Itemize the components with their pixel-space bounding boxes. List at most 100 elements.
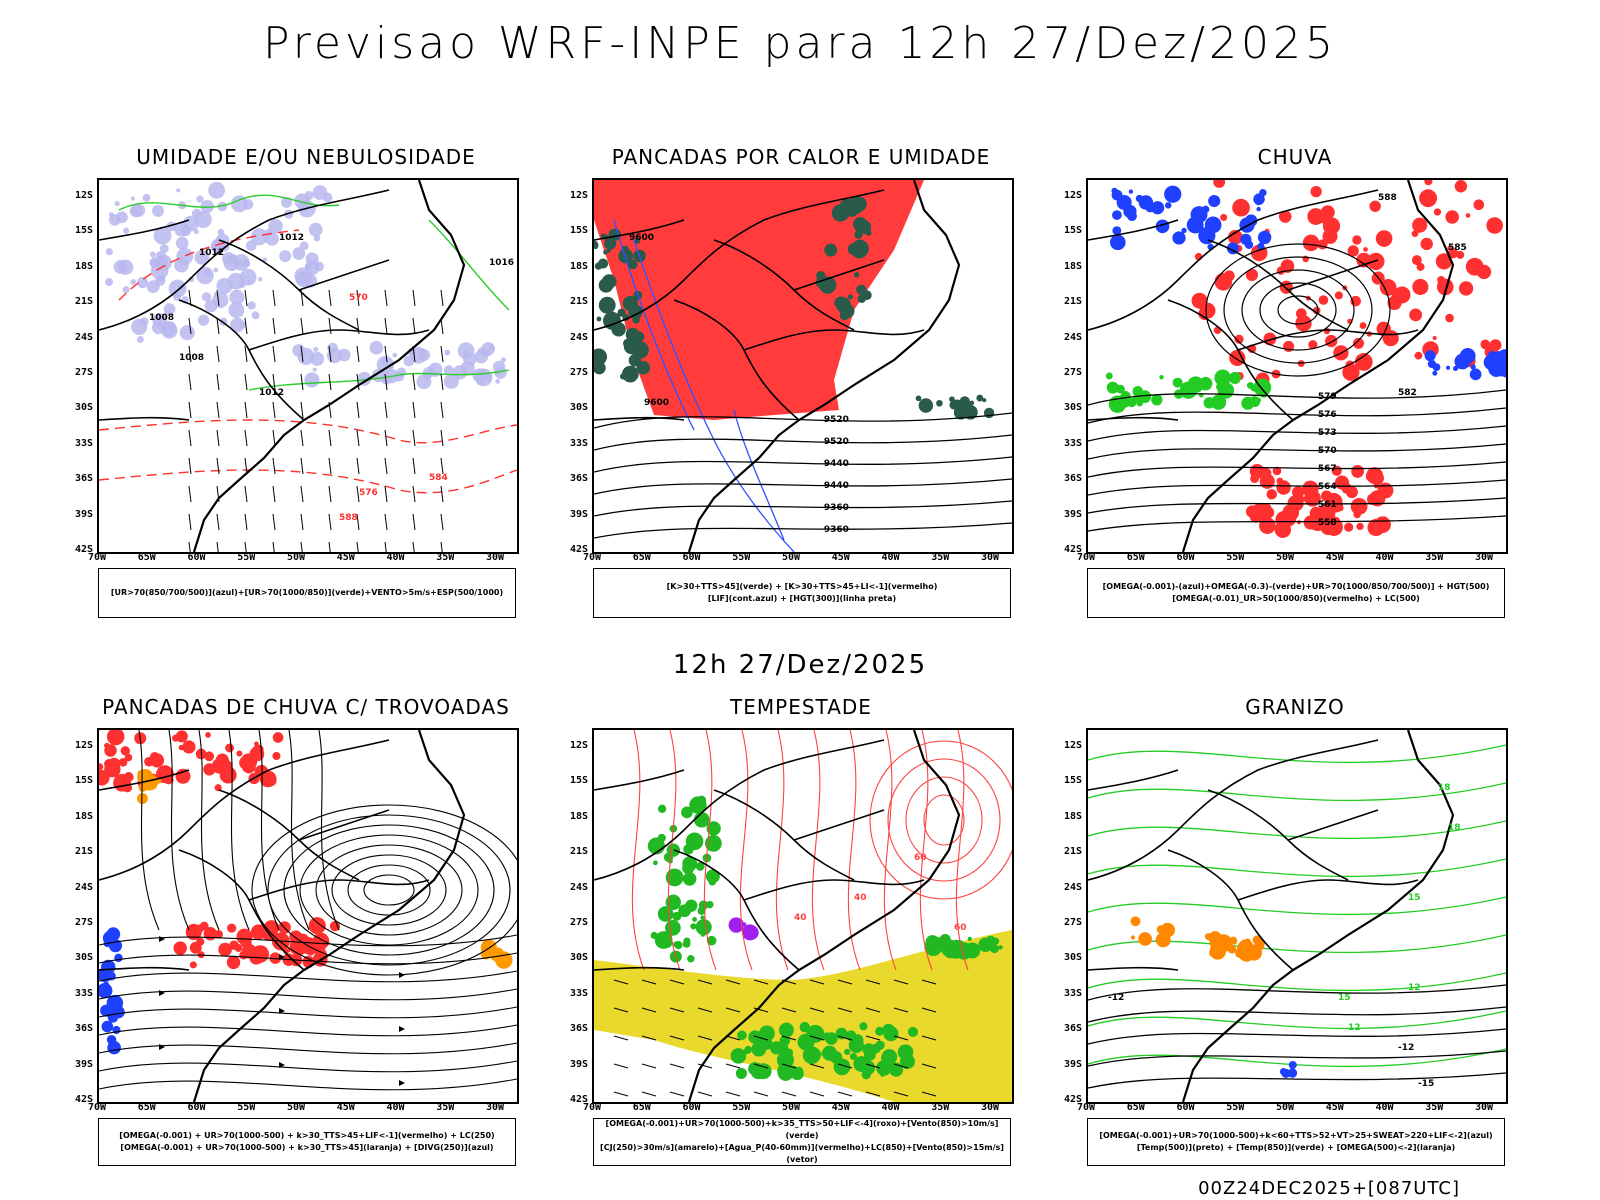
latitude-label: 42S	[74, 544, 93, 555]
weather-area-mark	[292, 343, 306, 357]
weather-area-mark	[1220, 950, 1226, 956]
weather-area-mark	[189, 961, 197, 969]
streamline	[299, 834, 479, 946]
weather-area-mark	[1254, 940, 1265, 951]
temperature-850-contour	[1088, 820, 1506, 839]
wind-vector	[412, 541, 415, 552]
wind-vector	[356, 541, 359, 552]
longitude-label: 60W	[682, 1102, 701, 1113]
state-border	[1287, 809, 1379, 841]
weather-area-mark	[955, 403, 961, 409]
longitude-label: 45W	[1325, 1102, 1344, 1113]
weather-area-mark	[1351, 465, 1365, 478]
weather-area-mark	[272, 751, 281, 761]
weather-area-mark	[976, 394, 984, 402]
weather-area-mark	[106, 1035, 117, 1045]
legend-line: [K>30+TTS>45](verde) + [K>30+TTS>45+LI<-…	[666, 582, 938, 591]
wind-vector	[188, 429, 192, 447]
state-border	[248, 879, 430, 901]
state-border	[793, 809, 885, 841]
weather-area-mark	[494, 366, 507, 379]
wind-vector	[216, 401, 220, 419]
wind-vector	[697, 979, 713, 985]
weather-area-mark	[452, 365, 468, 380]
weather-area-mark	[692, 917, 698, 922]
contour-label: 1008	[179, 353, 204, 363]
legend-line: [OMEGA(-0.001)+UR>70(1000-500)+k>35_TTS>…	[605, 1119, 999, 1140]
longitude-label: 55W	[237, 1102, 256, 1113]
wind-vector	[921, 979, 937, 985]
streamline-arrow	[279, 1062, 285, 1068]
weather-area-mark	[1244, 240, 1254, 249]
weather-area-mark	[122, 286, 130, 294]
latitude-label: 42S	[569, 544, 588, 555]
weather-area-mark	[825, 281, 835, 292]
legend-chuva: [OMEGA(-0.001)-(azul)+OMEGA(-0.3)-(verde…	[1087, 568, 1505, 618]
weather-area-mark	[1164, 185, 1182, 203]
weather-area-mark	[118, 758, 128, 767]
weather-area-mark	[1245, 268, 1259, 282]
weather-area-mark	[99, 763, 104, 771]
weather-area-mark	[234, 259, 243, 268]
weather-area-mark	[1106, 381, 1119, 394]
weather-area-mark	[357, 371, 372, 386]
weather-area-mark	[604, 237, 617, 250]
latitude-label: 24S	[1063, 331, 1082, 343]
wind-vector	[809, 1063, 825, 1069]
weather-area-mark	[1414, 351, 1423, 360]
wind-vector	[440, 373, 444, 391]
weather-area-mark	[266, 776, 277, 786]
weather-area-mark	[490, 947, 505, 962]
weather-area-mark	[1259, 188, 1267, 197]
weather-area-mark	[173, 941, 187, 955]
weather-area-mark	[619, 373, 626, 380]
weather-area-mark	[857, 294, 866, 303]
latitude-label: 30S	[74, 402, 93, 414]
weather-area-mark	[982, 398, 987, 403]
weather-area-mark	[687, 955, 695, 963]
state-border	[793, 259, 885, 291]
longitude-label: 70W	[582, 552, 602, 563]
weather-area-mark	[940, 939, 959, 957]
weather-area-mark	[847, 294, 853, 300]
weather-area-mark	[618, 248, 634, 264]
weather-area-mark	[247, 301, 256, 310]
wind-vector	[244, 429, 248, 447]
streamline	[667, 730, 681, 971]
wind-vector	[216, 373, 220, 391]
wind-vector	[300, 485, 304, 503]
weather-area-mark	[123, 771, 134, 782]
weather-area-mark	[173, 292, 182, 301]
weather-area-mark	[230, 317, 245, 333]
weather-area-mark	[239, 321, 247, 329]
wind-vector	[188, 401, 192, 419]
wind-vector	[865, 1091, 881, 1097]
weather-area-mark	[985, 935, 997, 947]
longitude-label: 35W	[931, 552, 950, 563]
longitude-label: 55W	[1226, 1102, 1245, 1113]
weather-area-mark	[964, 942, 981, 959]
geopotential-contour	[1088, 389, 1506, 406]
latitude-label: 36S	[74, 473, 93, 485]
longitude-label: 70W	[582, 1102, 602, 1113]
longitude-label: 30W	[485, 552, 505, 563]
state-border	[743, 879, 925, 901]
weather-area-mark	[998, 945, 1003, 950]
latitude-label: 27S	[569, 367, 588, 378]
weather-area-mark	[1198, 227, 1216, 245]
temperature-500-contour	[1088, 1028, 1506, 1045]
weather-area-mark	[1228, 371, 1242, 385]
contour-label: 9440	[824, 459, 849, 469]
wind-vector	[188, 289, 192, 307]
longitude-label: 65W	[1126, 552, 1145, 563]
weather-area-mark	[1246, 381, 1254, 389]
weather-area-mark	[485, 374, 493, 382]
weather-area-mark	[1318, 295, 1329, 305]
weather-area-mark	[839, 307, 846, 315]
weather-area-mark	[1359, 322, 1367, 329]
weather-area-mark	[416, 374, 432, 390]
longitude-label: 35W	[436, 552, 455, 563]
weather-area-mark	[1412, 217, 1428, 233]
longitude-label: 40W	[881, 552, 900, 563]
coastline	[192, 180, 466, 552]
